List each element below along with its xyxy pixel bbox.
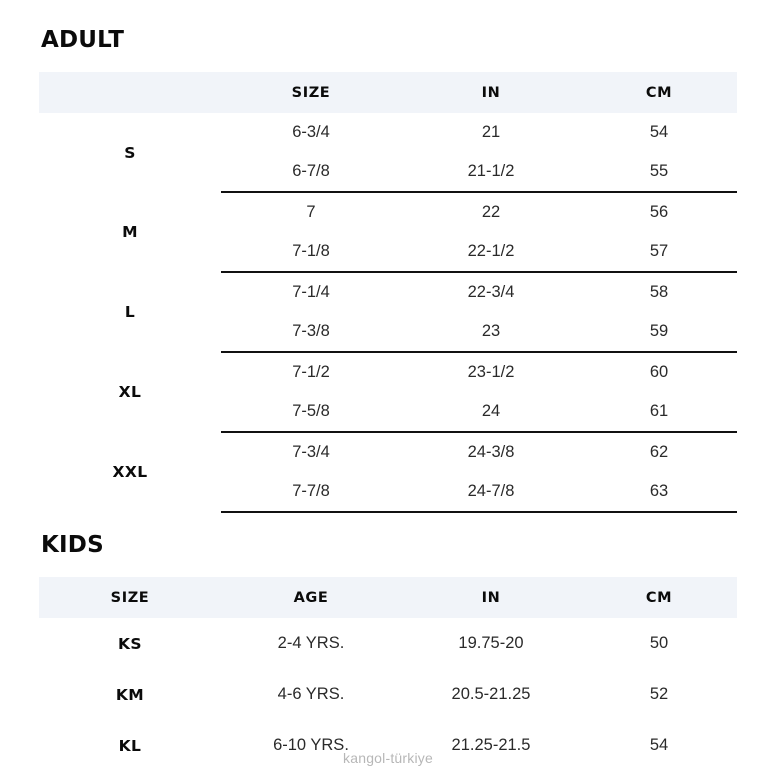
table-row: 7-1/8 22-1/2 57 (39, 232, 737, 273)
table-row: XL 7-1/2 23-1/2 60 (39, 352, 737, 401)
adult-cell-cm: 59 (581, 312, 737, 353)
table-row: XXL 7-3/4 24-3/8 62 (39, 432, 737, 481)
kids-column-header-size: SIZE (39, 577, 221, 618)
kids-cell-age: 4-6 YRS. (277, 685, 345, 703)
kids-size-label: KM (115, 685, 145, 704)
adult-cell-size: 7-7/8 (221, 472, 401, 513)
adult-cell-size: 7-1/8 (221, 232, 401, 273)
adult-cell-in: 22 (481, 203, 501, 221)
watermark: kangol-türkiye (343, 750, 433, 766)
adult-table-body: S 6-3/4 21 54 6-7/8 21-1/2 55 M 7 22 56 … (39, 113, 737, 513)
kids-cell-cm: 50 (649, 634, 669, 652)
adult-size-label: S (124, 143, 136, 162)
kids-table-body: KS 2-4 YRS. 19.75-20 50 KM 4-6 YRS. 20.5… (39, 618, 737, 771)
table-row: L 7-1/4 22-3/4 58 (39, 272, 737, 321)
kids-cell-age: 6-10 YRS. (273, 736, 349, 754)
table-row: S 6-3/4 21 54 (39, 113, 737, 162)
adult-cell-in: 23-1/2 (467, 363, 515, 381)
adult-size-label: M (122, 223, 138, 241)
adult-cell-in: 22-1/2 (401, 232, 581, 273)
adult-cell-cm: 60 (649, 363, 669, 381)
kids-header-row: SIZE AGE IN CM (39, 577, 737, 618)
adult-cell-cm: 61 (581, 392, 737, 433)
kids-column-header-in: IN (401, 577, 581, 618)
adult-column-header-in: IN (401, 72, 581, 113)
adult-cell-cm: 54 (649, 123, 669, 141)
table-row: M 7 22 56 (39, 192, 737, 241)
kids-table-header: SIZE AGE IN CM (39, 577, 737, 618)
adult-cell-in: 24-7/8 (401, 472, 581, 513)
adult-header-row: SIZE IN CM (39, 72, 737, 113)
adult-cell-size: 7-1/2 (292, 363, 330, 381)
kids-cell-age: 2-4 YRS. (277, 634, 345, 652)
adult-cell-size: 7 (306, 203, 316, 221)
adult-cell-size: 7-3/4 (292, 443, 330, 461)
kids-cell-in: 19.75-20 (458, 634, 524, 652)
adult-column-header-blank (39, 72, 221, 113)
adult-cell-size: 6-7/8 (221, 152, 401, 193)
adult-table-header: SIZE IN CM (39, 72, 737, 113)
adult-section-heading: ADULT (41, 27, 125, 53)
kids-column-header-cm: CM (581, 577, 737, 618)
adult-size-table: SIZE IN CM S 6-3/4 21 54 6-7/8 21-1/2 55… (39, 72, 737, 513)
table-row: 7-3/8 23 59 (39, 312, 737, 353)
table-row: KL 6-10 YRS. 21.25-21.5 54 (39, 720, 737, 771)
adult-column-header-cm: CM (581, 72, 737, 113)
kids-size-label: KS (118, 634, 142, 653)
kids-cell-in: 20.5-21.25 (451, 685, 531, 703)
kids-size-table: SIZE AGE IN CM KS 2-4 YRS. 19.75-20 50 K… (39, 577, 737, 771)
adult-cell-cm: 63 (581, 472, 737, 513)
kids-section-heading: KIDS (41, 532, 104, 558)
adult-column-header-size: SIZE (221, 72, 401, 113)
adult-cell-in: 22-3/4 (467, 283, 515, 301)
adult-cell-in: 21-1/2 (401, 152, 581, 193)
adult-cell-cm: 55 (581, 152, 737, 193)
kids-cell-cm: 52 (649, 685, 669, 703)
kids-size-label: KL (118, 736, 142, 755)
kids-cell-in: 21.25-21.5 (451, 736, 531, 754)
adult-cell-cm: 58 (649, 283, 669, 301)
adult-cell-in: 24-3/8 (467, 443, 515, 461)
adult-cell-cm: 57 (581, 232, 737, 273)
adult-cell-size: 7-1/4 (292, 283, 330, 301)
adult-cell-size: 7-3/8 (221, 312, 401, 353)
adult-size-label: L (124, 303, 136, 321)
adult-cell-in: 21 (481, 123, 501, 141)
kids-column-header-age: AGE (221, 577, 401, 618)
kids-cell-cm: 54 (649, 736, 669, 754)
adult-size-label: XL (118, 383, 142, 401)
table-row: 7-7/8 24-7/8 63 (39, 472, 737, 513)
adult-size-label: XXL (112, 463, 148, 481)
table-row: KM 4-6 YRS. 20.5-21.25 52 (39, 669, 737, 720)
table-row: 6-7/8 21-1/2 55 (39, 152, 737, 193)
adult-cell-cm: 56 (649, 203, 669, 221)
adult-cell-in: 23 (401, 312, 581, 353)
adult-cell-size: 7-5/8 (221, 392, 401, 433)
table-row: 7-5/8 24 61 (39, 392, 737, 433)
table-row: KS 2-4 YRS. 19.75-20 50 (39, 618, 737, 669)
adult-cell-in: 24 (401, 392, 581, 433)
adult-cell-cm: 62 (649, 443, 669, 461)
adult-cell-size: 6-3/4 (292, 123, 330, 141)
